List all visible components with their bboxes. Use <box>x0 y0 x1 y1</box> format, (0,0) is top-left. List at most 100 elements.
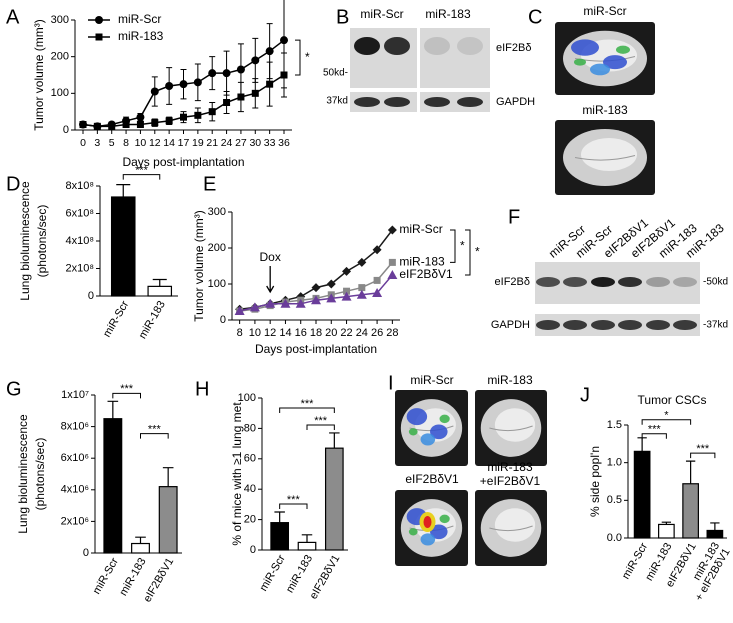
significance-bracket <box>112 392 141 399</box>
blot-band <box>618 277 642 287</box>
marker <box>372 288 383 297</box>
tissue-fold <box>489 425 533 432</box>
marker <box>326 293 337 303</box>
x-tick-label: 26 <box>371 327 383 339</box>
image-label: miR-183 <box>487 373 533 387</box>
y-tick-label: 100 <box>51 87 69 99</box>
x-tick-label: 27 <box>235 137 247 149</box>
panel-letter: I <box>388 372 394 394</box>
blot-band <box>673 320 697 330</box>
blot-strip <box>535 314 700 336</box>
marker <box>265 298 276 308</box>
marker <box>237 93 245 101</box>
signal <box>571 39 599 56</box>
marker <box>372 245 382 255</box>
x-tick-label: miR-Scr <box>101 299 131 340</box>
bar <box>297 541 317 551</box>
marker <box>108 122 116 130</box>
significance-bracket <box>295 39 301 76</box>
y-axis-label: Tumor volume (mm³) <box>192 210 206 322</box>
signal <box>420 433 436 446</box>
x-tick-label: 21 <box>206 137 218 149</box>
panel-letter: C <box>528 6 542 28</box>
significance-label: *** <box>135 165 149 177</box>
signal <box>420 533 436 546</box>
marker <box>357 257 367 267</box>
x-tick-label: 14 <box>279 327 291 339</box>
y-tick-label: 4x10⁸ <box>66 235 95 247</box>
blot-band <box>424 97 450 107</box>
marker <box>223 99 231 106</box>
y-tick-label: 8x10⁸ <box>66 180 95 192</box>
marker <box>280 36 288 45</box>
blot-band <box>646 277 670 287</box>
panel-letter: F <box>508 206 520 228</box>
x-tick-label: 28 <box>386 327 398 339</box>
y-axis-label: Lung bioluminescence <box>18 181 32 301</box>
signal <box>430 524 448 540</box>
marker <box>222 69 231 78</box>
x-tick-label: 5 <box>109 137 115 149</box>
y-tick-label: 100 <box>208 278 226 290</box>
y-tick-label: 6x10⁸ <box>66 207 95 219</box>
marker <box>93 122 101 130</box>
x-axis-label: Days post-implantation <box>122 155 244 169</box>
lane-label: miR-183 <box>425 7 471 21</box>
blot-band <box>354 37 380 55</box>
size-marker: 50kd- <box>323 68 348 79</box>
x-tick-label: 24 <box>356 327 368 339</box>
y-axis-label: (photons/sec) <box>33 438 47 511</box>
y-tick-label: 80 <box>244 422 256 434</box>
error-bar <box>329 432 340 449</box>
y-tick-label: 200 <box>51 51 69 63</box>
signal <box>590 63 610 76</box>
marker <box>358 284 366 292</box>
y-tick-label: 1x10⁷ <box>61 389 89 401</box>
y-axis-label: (photons/sec) <box>35 205 49 278</box>
panel-letter: H <box>195 378 209 400</box>
marker <box>136 113 145 122</box>
signal <box>616 45 630 54</box>
series-label: eIF2BδV1 <box>399 267 453 281</box>
image-label: miR-Scr <box>583 4 626 18</box>
y-tick-label: 2x10⁸ <box>66 262 95 274</box>
x-tick-label: 30 <box>249 137 261 149</box>
marker <box>208 69 217 78</box>
image-label: miR-183 <box>582 103 628 117</box>
marker <box>151 119 159 127</box>
x-tick-label: miR-Scr <box>91 556 121 597</box>
annotation-arrow <box>266 266 275 294</box>
x-tick-label: 16 <box>295 327 307 339</box>
y-tick-label: 4x10⁶ <box>61 484 89 496</box>
significance-label: *** <box>648 424 662 436</box>
legend-marker <box>95 33 103 41</box>
significance-label: *** <box>696 443 710 455</box>
significance-bracket <box>279 407 335 413</box>
size-marker: -50kd <box>703 277 728 288</box>
blot-band <box>536 277 560 287</box>
bar <box>110 196 136 297</box>
size-marker: -37kd <box>703 320 728 331</box>
y-tick-label: 20 <box>244 514 256 526</box>
y-tick-label: 300 <box>51 14 69 26</box>
blot-band <box>591 277 615 287</box>
x-tick-label: 3 <box>94 137 100 149</box>
size-marker: 37kd <box>326 96 348 107</box>
significance-bracket <box>306 424 335 430</box>
significance-label: * <box>475 245 480 259</box>
x-tick-label: 17 <box>178 137 190 149</box>
blot-band <box>646 320 670 330</box>
y-tick-label: 0 <box>220 314 226 326</box>
row-label: GAPDH <box>496 96 535 108</box>
bar <box>158 486 178 554</box>
marker <box>295 298 306 308</box>
marker <box>150 87 159 96</box>
bar <box>131 542 150 554</box>
x-tick-label: 10 <box>135 137 147 149</box>
marker <box>266 80 274 88</box>
significance-bracket <box>279 503 308 509</box>
legend-label: miR-183 <box>118 29 164 43</box>
marker <box>280 298 291 308</box>
bar <box>633 450 651 539</box>
marker <box>311 295 321 305</box>
